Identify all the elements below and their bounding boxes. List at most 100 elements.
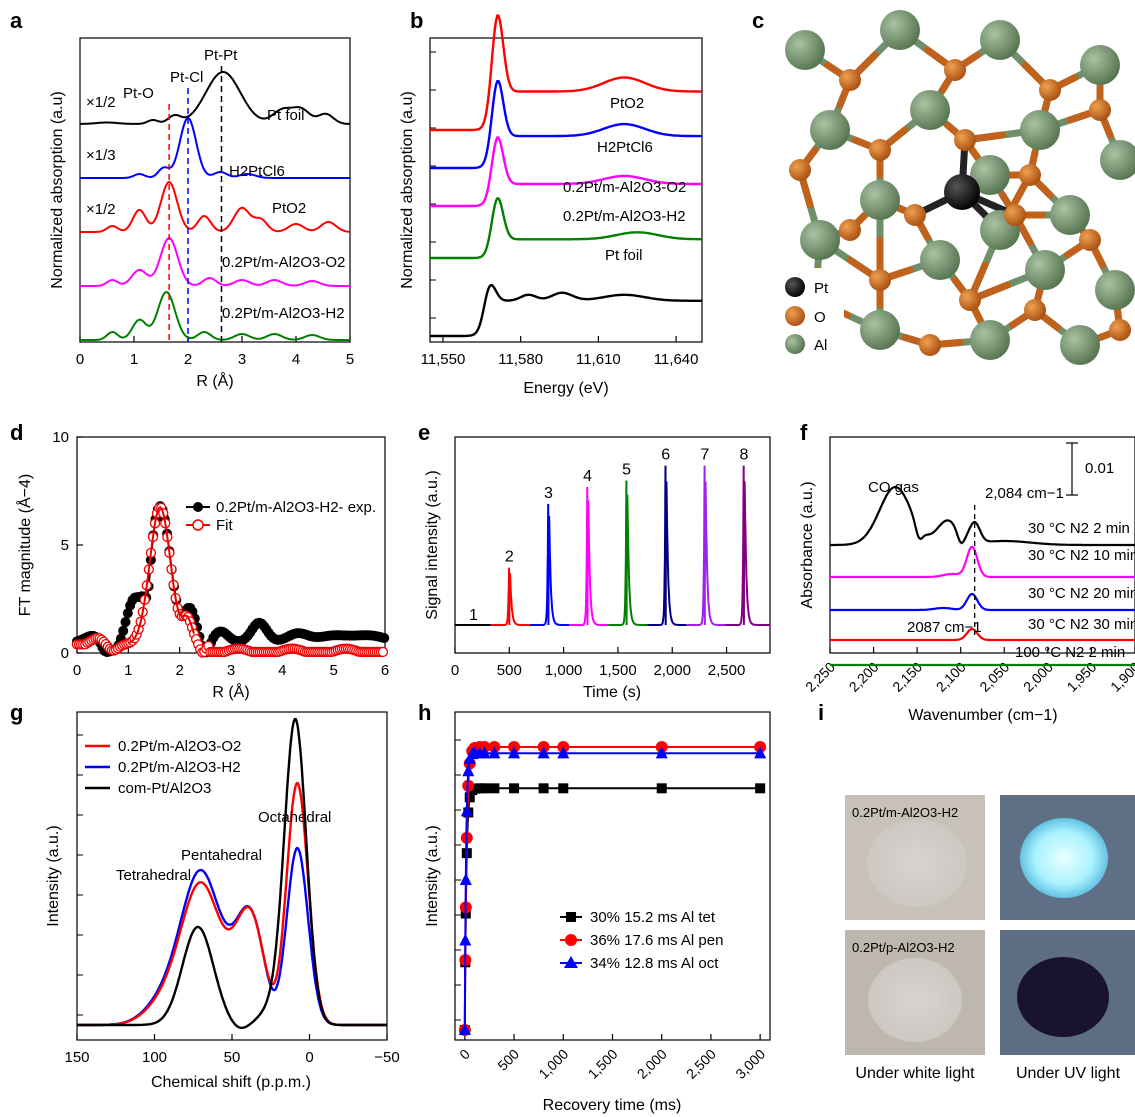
g-x-tick-label-2: 50: [224, 1049, 241, 1066]
al-atom: [860, 180, 900, 220]
al-atom: [1060, 325, 1100, 365]
panel-label-g: g: [10, 700, 23, 725]
curve-a-o2: [80, 237, 350, 287]
marker-h-tet: [656, 783, 667, 794]
o-atom: [1024, 299, 1046, 321]
panel-label-i: i: [818, 700, 824, 725]
series-label-f-5: 100 °C N2 2 min: [1015, 644, 1125, 661]
pulse-label-3: 3: [544, 485, 553, 502]
al-atom: [920, 240, 960, 280]
photo-label-p: 0.2Pt/p-Al2O3-H2: [852, 940, 955, 955]
marker-h-tet: [489, 783, 500, 794]
plot-frame-a: [79, 37, 351, 343]
curves-b: [430, 14, 702, 338]
d-x-tick-label-2: 2: [175, 662, 183, 679]
pulse-6: [647, 465, 687, 626]
marker-h-tet: [464, 792, 475, 803]
al-atom: [800, 220, 840, 260]
a-x-tick-label-5: 5: [346, 351, 354, 368]
pulse-label-8: 8: [739, 447, 748, 464]
d-x-tick-label-1: 1: [124, 662, 132, 679]
legend-d-fit-label: Fit: [216, 517, 233, 534]
e-x-tick-label-4: 2,000: [653, 662, 691, 679]
curve-f-2min: [830, 485, 1135, 547]
caption-uv-light: Under UV light: [1016, 1065, 1121, 1082]
o-atom: [869, 139, 891, 161]
legend-h-pen-marker: [565, 934, 577, 946]
a-x-tick-label-1: 1: [130, 351, 138, 368]
o-atom: [1109, 319, 1131, 341]
ticks-d: 0 1 2 3 4 5 6 0 5 10: [52, 429, 389, 679]
annotation-2084: 2,084 cm−1: [985, 485, 1064, 502]
d-y-tick-label-2: 10: [52, 429, 69, 446]
powder-m-uv-glow: [1020, 818, 1108, 898]
marker-h-oct: [537, 746, 550, 759]
al-atom: [1100, 140, 1135, 180]
o-atom: [1079, 229, 1101, 251]
marker-h-tet: [479, 783, 490, 794]
curve-f-10min: [830, 545, 1135, 579]
x-ticks-e: 0 500 1,000 1,500 2,000 2,500: [451, 647, 745, 679]
marker-d-exp: [379, 633, 390, 644]
legend-h-tet-marker: [566, 912, 576, 922]
curves-f: [830, 485, 1135, 667]
x-axis-label-g: Chemical shift (p.p.m.): [151, 1074, 311, 1091]
plot-frame-h: [454, 711, 771, 1041]
curve-b-h2ptcl6: [430, 80, 702, 170]
curve-a-pt-foil: [80, 71, 350, 125]
pulse-3: [529, 503, 570, 626]
d-x-tick-label-0: 0: [73, 662, 81, 679]
peak-label-pt-o: Pt-O: [123, 85, 154, 102]
scale-bar-label: 0.01: [1085, 460, 1114, 477]
e-x-tick-label-0: 0: [451, 662, 459, 679]
panel-i: i 0.2Pt/m-Al2O3-H2 0.2Pt/p-Al2O3-H2 Unde…: [818, 700, 1135, 1082]
pulse-trace: 1 2 3 4 5 6 7 8: [455, 447, 770, 626]
marker-h-tet: [755, 783, 766, 794]
o-atom: [869, 269, 891, 291]
al-atom: [860, 310, 900, 350]
panel-label-c: c: [752, 8, 764, 33]
legend-h-tet-label: 30% 15.2 ms Al tet: [590, 909, 716, 926]
al-atom: [1025, 250, 1065, 290]
panel-c: c Pt O Al: [752, 8, 1135, 365]
series-label-a-pto2: PtO2: [272, 200, 306, 217]
marker-h-oct: [488, 746, 501, 759]
al-atom: [1095, 270, 1135, 310]
curve-b-pto2: [430, 14, 702, 132]
o-atom: [919, 334, 941, 356]
legend-pt-label: Pt: [814, 280, 829, 297]
legend-pt-atom: [785, 277, 805, 297]
curves-g: [77, 717, 387, 1030]
al-atom: [1050, 195, 1090, 235]
pulse-7: [686, 465, 726, 626]
h-x-tick-label-1: 500: [494, 1046, 522, 1074]
series-label-f-2: 30 °C N2 10 min: [1028, 547, 1135, 564]
g-x-tick-label-4: −50: [374, 1049, 399, 1066]
series-label-b-h2: 0.2Pt/m-Al2O3-H2: [563, 208, 686, 225]
e-x-tick-label-3: 1,500: [599, 662, 637, 679]
peak-label-octahedral: Octahedral: [258, 809, 331, 826]
legend-h-oct-label: 34% 12.8 ms Al oct: [590, 955, 719, 972]
h-x-tick-label-4: 2,000: [634, 1046, 670, 1082]
marker-h-oct: [458, 1023, 471, 1035]
al-atom: [980, 20, 1020, 60]
d-x-tick-label-5: 5: [329, 662, 337, 679]
a-x-tick-label-0: 0: [76, 351, 84, 368]
al-atom: [970, 155, 1010, 195]
panel-label-e: e: [418, 420, 430, 445]
y-axis-label-g: Intensity (a.u.): [45, 825, 62, 926]
curve-b-pt-foil: [430, 283, 702, 338]
al-atom: [810, 110, 850, 150]
o-atom: [789, 159, 811, 181]
panel-a: a 0 1 2 3 4 5 R (Å) Normalized absorption (a.…: [10, 8, 354, 390]
legend-o-atom: [785, 306, 805, 326]
al-atom: [910, 90, 950, 130]
panel-h: h 0 500 1,000 1,500 2,000 2,500 3,000 Recovery…: [418, 700, 771, 1114]
g-x-tick-label-0: 150: [64, 1049, 89, 1066]
peak-label-pt-cl: Pt-Cl: [170, 69, 203, 86]
d-y-tick-label-0: 0: [61, 645, 69, 662]
series-label-a-pt-foil: Pt foil: [267, 107, 305, 124]
legend-d-exp-marker: [193, 502, 203, 512]
curves-a: [80, 66, 351, 342]
